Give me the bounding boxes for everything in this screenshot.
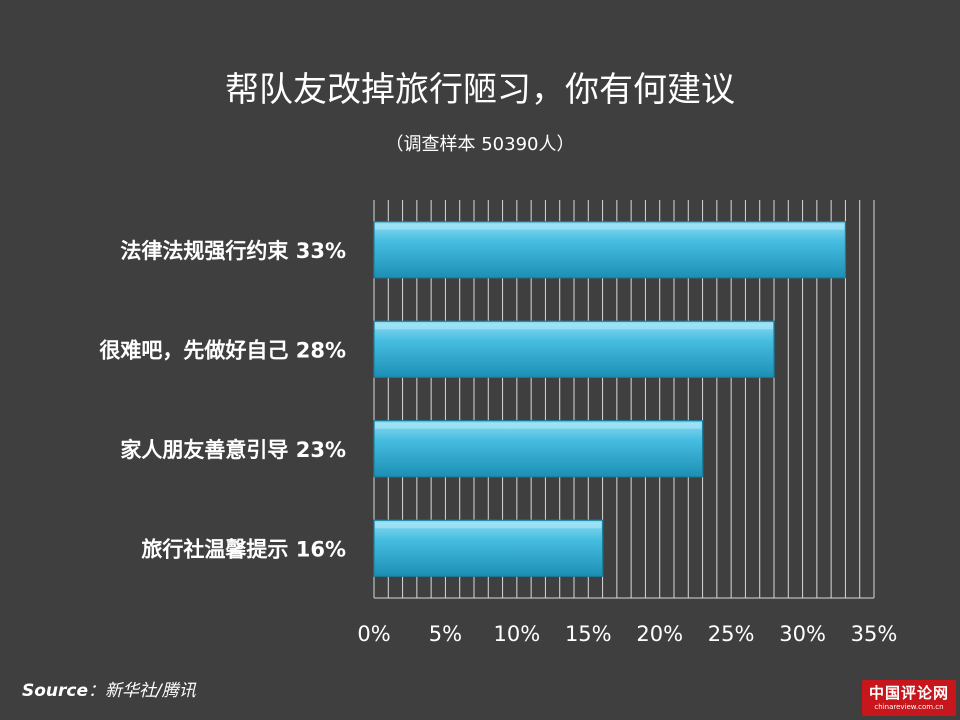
x-tick-label: 30% — [779, 622, 826, 646]
x-tick-label: 20% — [636, 622, 683, 646]
source-note: Source：新华社/腾讯 — [22, 676, 196, 701]
category-label: 家人朋友善意引导 23% — [120, 438, 346, 462]
bar-highlight — [375, 223, 845, 230]
x-tick-label: 15% — [565, 622, 612, 646]
chart-subtitle: （调查样本 50390人） — [385, 134, 575, 155]
logo-url: chinareview.com.cn — [874, 703, 944, 711]
chart-title: 帮队友改掉旅行陋习，你有何建议 — [225, 70, 735, 110]
category-labels: 法律法规强行约束 33% 很难吧，先做好自己 28% 家人朋友善意引导 23% 旅行社… — [99, 239, 346, 562]
site-logo: 中国评论网 chinareview.com.cn — [862, 680, 956, 716]
bar — [373, 221, 847, 279]
source-text: ：新华社/腾讯 — [88, 681, 196, 701]
x-axis-ticks: 0% 5% 10% 15% 20% 25% 30% 35% — [357, 622, 897, 646]
bar — [373, 420, 704, 478]
category-label: 旅行社温馨提示 16% — [141, 537, 346, 561]
bar-highlight — [375, 422, 702, 429]
x-tick-label: 25% — [708, 622, 755, 646]
logo-title: 中国评论网 — [868, 684, 949, 702]
category-label: 很难吧，先做好自己 28% — [99, 338, 346, 362]
bar — [373, 320, 775, 378]
bar-highlight — [375, 323, 773, 330]
source-label: Source — [22, 681, 89, 701]
x-tick-label: 10% — [494, 622, 541, 646]
x-tick-label: 0% — [357, 622, 390, 646]
bar-highlight — [375, 522, 602, 529]
x-tick-label: 35% — [851, 622, 898, 646]
bars — [373, 221, 847, 577]
bar — [373, 519, 604, 577]
x-tick-label: 5% — [429, 622, 462, 646]
category-label: 法律法规强行约束 33% — [120, 239, 346, 263]
